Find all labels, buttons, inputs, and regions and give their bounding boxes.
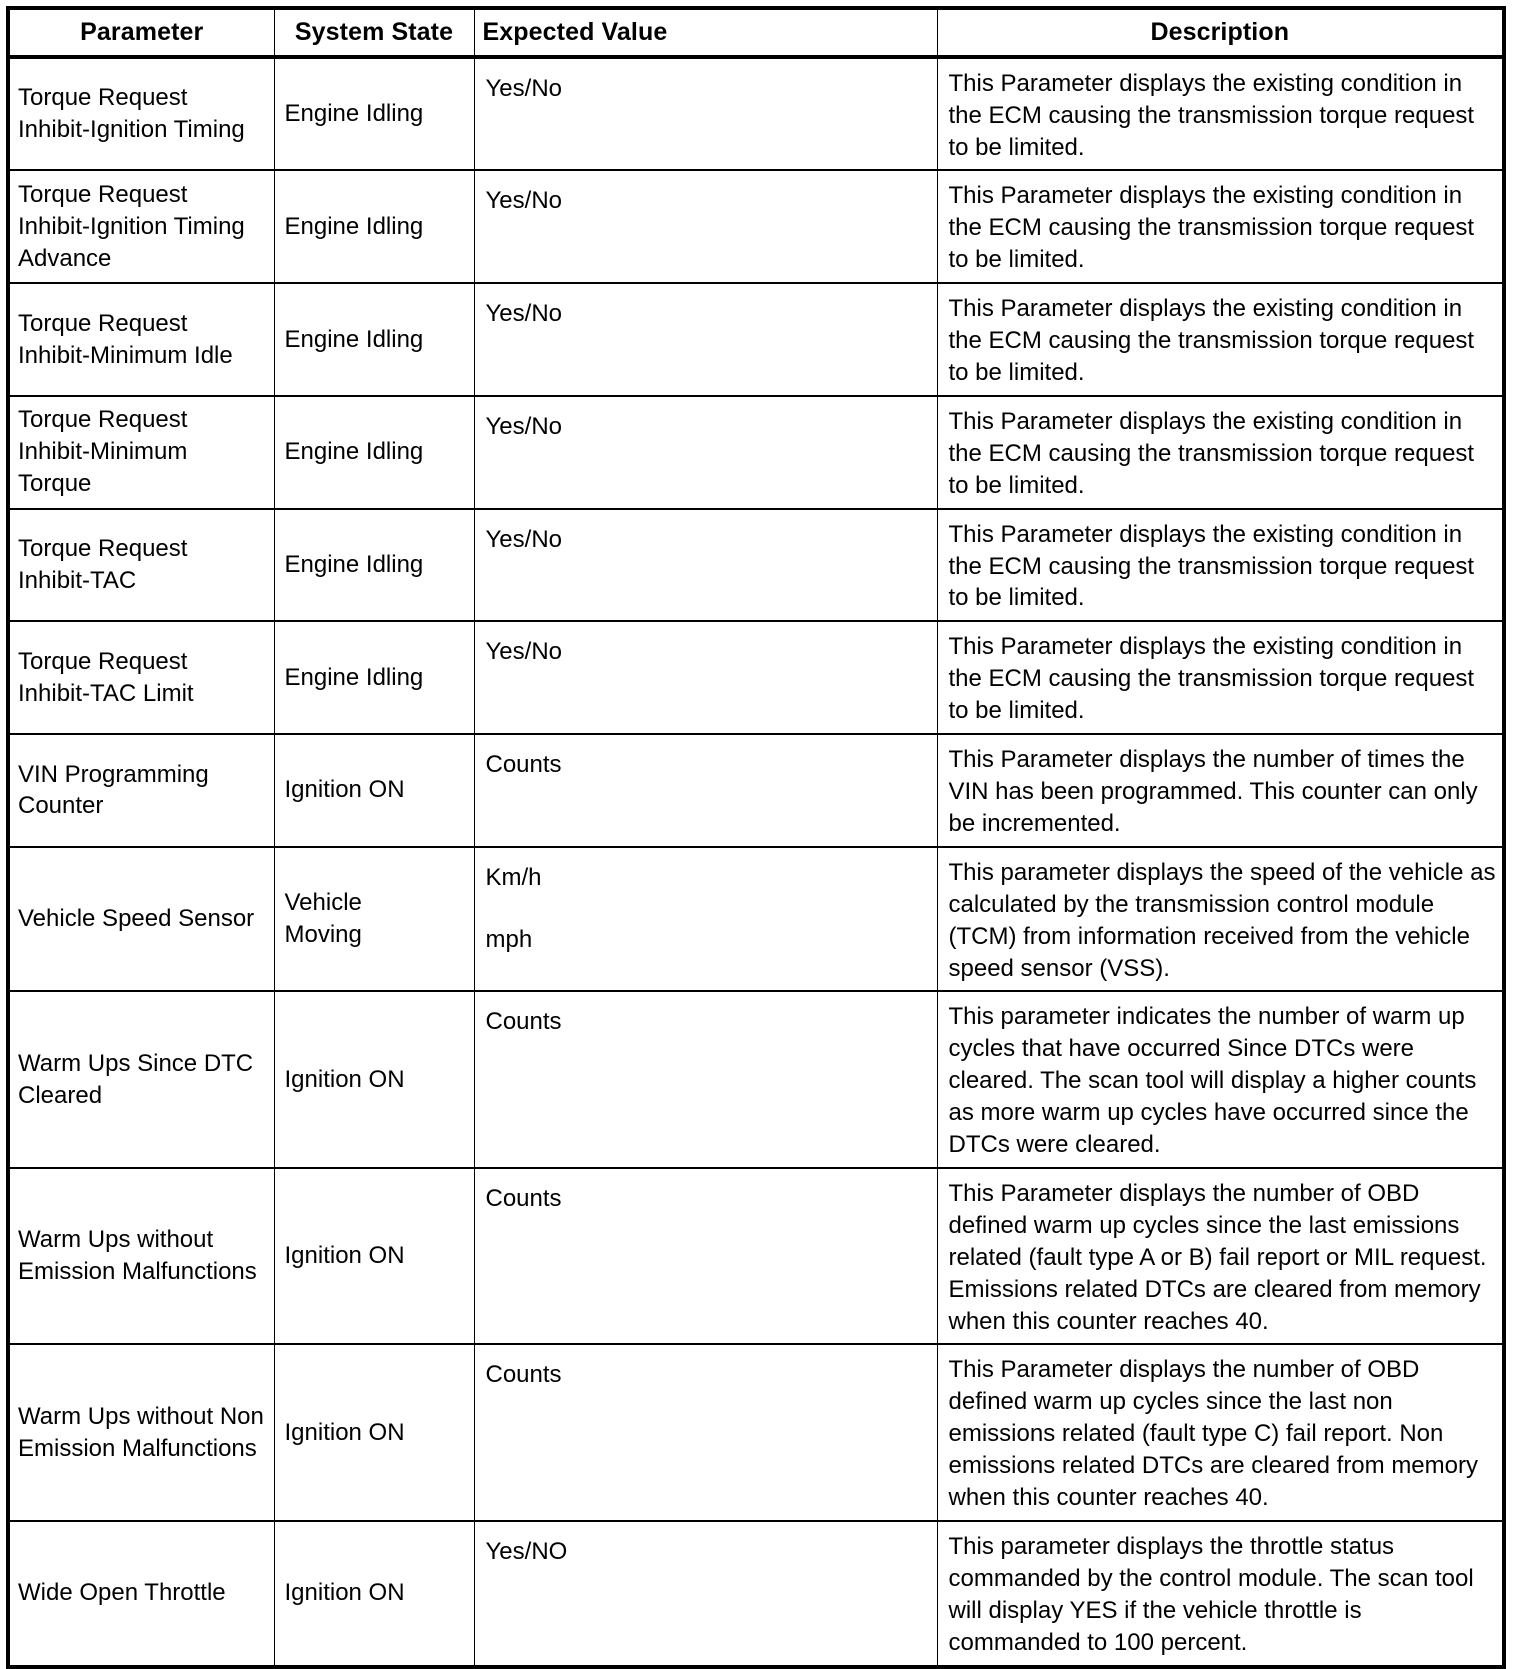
cell-expected-value: Counts	[473, 1343, 938, 1522]
cell-system-state: Ignition ON	[273, 1167, 475, 1346]
table-row: Torque Request Inhibit-Minimum Torque Engi…	[7, 395, 1505, 510]
column-header-description: Description	[936, 7, 1505, 59]
cell-system-state: Ignition ON	[273, 1343, 475, 1522]
cell-description: This Parameter displays the number of OB…	[936, 1343, 1505, 1522]
cell-description: This Parameter displays the number of OB…	[936, 1167, 1505, 1346]
cell-system-state: Ignition ON	[273, 990, 475, 1169]
column-header-system-state: System State	[273, 7, 475, 59]
cell-system-state: Engine Idling	[273, 620, 475, 736]
table-row: Torque Request Inhibit-TAC Limit Engine Id…	[7, 620, 1505, 736]
cell-description: This Parameter displays the existing con…	[936, 282, 1505, 397]
table-row: Torque Request Inhibit-Minimum Idle Engine…	[7, 282, 1505, 397]
cell-description: This Parameter displays the existing con…	[936, 169, 1505, 285]
cell-system-state: Engine Idling	[273, 169, 475, 285]
cell-parameter: Vehicle Speed Sensor	[7, 846, 275, 993]
cell-description: This parameter displays the throttle sta…	[936, 1520, 1505, 1667]
table-row: Warm Ups Since DTC Cleared Ignition ON Coun…	[7, 990, 1505, 1169]
cell-expected-value: Counts	[473, 733, 938, 848]
table-header: Parameter System State Expected Value De…	[7, 7, 1505, 59]
scan-tool-parameter-table: Parameter System State Expected Value De…	[6, 6, 1506, 1669]
table-row: Torque Request Inhibit-Ignition Timing Adv…	[7, 169, 1505, 285]
cell-system-state: Engine Idling	[273, 508, 475, 623]
cell-expected-value: Yes/No	[473, 395, 938, 510]
cell-parameter: Torque Request Inhibit-TAC Limit	[7, 620, 275, 736]
cell-description: This parameter indicates the number of w…	[936, 990, 1505, 1169]
cell-expected-value: Km/h mph	[473, 846, 938, 993]
cell-expected-value: Yes/No	[473, 620, 938, 736]
cell-description: This Parameter displays the existing con…	[936, 620, 1505, 736]
cell-description: This Parameter displays the existing con…	[936, 395, 1505, 510]
table-row: VIN Programming Counter Ignition ON Counts T…	[7, 733, 1505, 848]
cell-parameter: Torque Request Inhibit-Minimum Torque	[7, 395, 275, 510]
cell-parameter: Torque Request Inhibit-Minimum Idle	[7, 282, 275, 397]
column-header-expected-value: Expected Value	[473, 7, 938, 59]
cell-system-state: Vehicle Moving	[273, 846, 475, 993]
cell-expected-value: Yes/No	[473, 508, 938, 623]
cell-parameter: VIN Programming Counter	[7, 733, 275, 848]
table-row: Wide Open Throttle Ignition ON Yes/NO This …	[7, 1520, 1505, 1667]
table-row: Vehicle Speed Sensor Vehicle Moving Km/h mph…	[7, 846, 1505, 993]
cell-description: This Parameter displays the number of ti…	[936, 733, 1505, 848]
table-row: Torque Request Inhibit-Ignition Timing Eng…	[7, 56, 1505, 172]
cell-system-state: Engine Idling	[273, 282, 475, 397]
cell-parameter: Torque Request Inhibit-Ignition Timing Adv…	[7, 169, 275, 285]
cell-description: This Parameter displays the existing con…	[936, 56, 1505, 172]
cell-system-state: Engine Idling	[273, 395, 475, 510]
cell-parameter: Warm Ups without Non Emission Malfunction…	[7, 1343, 275, 1522]
table-row: Torque Request Inhibit-TAC Engine Idling Ye…	[7, 508, 1505, 623]
cell-expected-value: Yes/NO	[473, 1520, 938, 1667]
table-row: Warm Ups without Emission Malfunctions Ign…	[7, 1167, 1505, 1346]
cell-parameter: Warm Ups without Emission Malfunctions	[7, 1167, 275, 1346]
table-row: Warm Ups without Non Emission Malfunction…	[7, 1343, 1505, 1522]
cell-expected-value: Counts	[473, 1167, 938, 1346]
table-body: Torque Request Inhibit-Ignition Timing Eng…	[7, 56, 1505, 1667]
cell-parameter: Wide Open Throttle	[7, 1520, 275, 1667]
cell-expected-value: Counts	[473, 990, 938, 1169]
cell-description: This parameter displays the speed of the…	[936, 846, 1505, 993]
cell-expected-value: Yes/No	[473, 282, 938, 397]
cell-system-state: Ignition ON	[273, 733, 475, 848]
cell-expected-value: Yes/No	[473, 169, 938, 285]
cell-system-state: Engine Idling	[273, 56, 475, 172]
cell-parameter: Torque Request Inhibit-Ignition Timing	[7, 56, 275, 172]
cell-parameter: Warm Ups Since DTC Cleared	[7, 990, 275, 1169]
cell-description: This Parameter displays the existing con…	[936, 508, 1505, 623]
cell-parameter: Torque Request Inhibit-TAC	[7, 508, 275, 623]
column-header-parameter: Parameter	[7, 7, 275, 59]
cell-expected-value: Yes/No	[473, 56, 938, 172]
page-root: Parameter System State Expected Value De…	[6, 6, 1506, 1669]
cell-system-state: Ignition ON	[273, 1520, 475, 1667]
header-row: Parameter System State Expected Value De…	[7, 7, 1505, 59]
